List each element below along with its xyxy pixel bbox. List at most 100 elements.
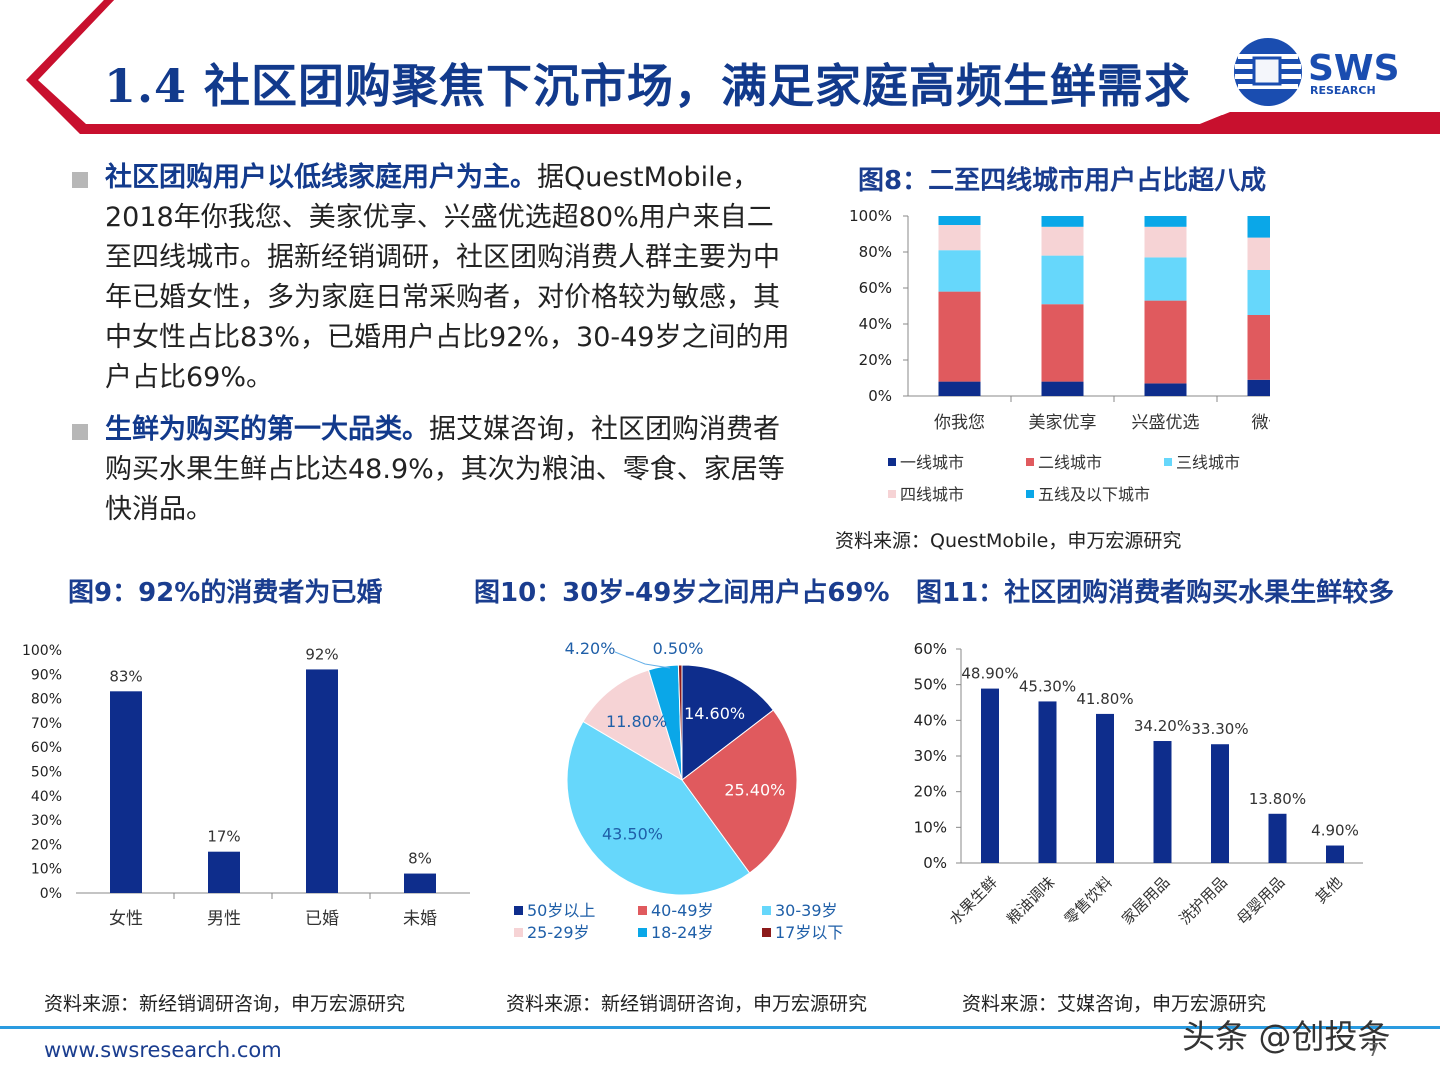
fig8-legend-label: 三线城市 — [1176, 453, 1240, 472]
fig11-category-label: 水果生鲜 — [946, 873, 1001, 928]
fig8-bar-segment — [1041, 381, 1084, 396]
sws-logo: SWS RESEARCH — [1232, 36, 1412, 108]
fig9-category-label: 男性 — [207, 909, 241, 929]
fig9-ytick: 90% — [31, 667, 62, 683]
fig8-ytick: 80% — [859, 243, 892, 261]
fig10-title: 图10：30岁-49岁之间用户占69% — [474, 578, 890, 608]
fig8-legend-label: 四线城市 — [900, 485, 964, 504]
fig11-ytick: 10% — [914, 818, 947, 836]
fig9-category-label: 女性 — [109, 909, 143, 929]
fig10-legend-swatch — [514, 928, 523, 937]
fig10-data-label: 14.60% — [684, 704, 745, 723]
fig9-bar — [404, 873, 436, 893]
fig10-legend-swatch — [638, 928, 647, 937]
fig11-data-label: 13.80% — [1249, 790, 1306, 808]
footer-url[interactable]: www.swsresearch.com — [44, 1038, 282, 1062]
bullet-body: 据QuestMobile，2018年你我您、美家优享、兴盛优选超80%用户来自二… — [105, 162, 790, 393]
fig10-legend-swatch — [514, 906, 523, 915]
fig8-bar-segment — [1041, 304, 1084, 382]
fig8-bar-segment — [938, 216, 981, 225]
fig9-bar — [306, 669, 338, 893]
fig11-category-label: 粮油调味 — [1003, 873, 1058, 928]
fig10-data-label: 43.50% — [602, 824, 663, 843]
fig9-ytick: 50% — [31, 765, 62, 781]
fig8-bar-segment — [1144, 216, 1187, 227]
fig8-bar-segment — [938, 250, 981, 292]
svg-text:RESEARCH: RESEARCH — [1310, 84, 1376, 97]
fig11-data-label: 41.80% — [1076, 690, 1133, 708]
svg-text:SWS: SWS — [1308, 48, 1400, 89]
fig8-bar-segment — [1041, 226, 1084, 256]
fig10-data-label: 0.50% — [653, 639, 704, 658]
fig11-category-label: 零售饮料 — [1061, 873, 1116, 928]
fig8-bar-segment — [1144, 257, 1187, 301]
fig10-pie-slice — [566, 720, 751, 896]
fig9-title: 图9：92%的消费者为已婚 — [68, 578, 383, 608]
fig8-legend-label: 五线及以下城市 — [1038, 485, 1150, 504]
fig11-data-label: 33.30% — [1191, 720, 1248, 738]
fig9-data-label: 83% — [109, 667, 142, 685]
bullet-body: 据艾媒咨询，社区团购消费者购买水果生鲜占比达48.9%，其次为粮油、零食、家居等… — [105, 414, 785, 525]
fig9-category-label: 未婚 — [403, 909, 437, 929]
fig10-pie-slice — [681, 709, 798, 874]
fig8-category-label: 美家优享 — [1029, 413, 1097, 433]
fig9-bar — [110, 691, 142, 893]
fig11-bar-chart: 0% 10% 20% 30% 40% 50% 60% 48.90% 水果生鲜 45.30% 粮油调味… — [914, 640, 1363, 928]
fig8-bar-segment — [1144, 226, 1187, 258]
fig11-title: 图11：社区团购消费者购买水果生鲜较多 — [916, 578, 1395, 608]
fig8-stacked-bar-chart: 0% 20% 40% 60% 80% 100% 你我您 美家优享 兴盛优选 微信一线城市 二线城市 三… — [849, 207, 1270, 504]
bullet-square — [72, 172, 88, 188]
fig8-bar-segment — [938, 381, 981, 396]
fig10-source: 资料来源：新经销调研咨询，申万宏源研究 — [506, 993, 868, 1015]
fig8-legend-swatch — [888, 458, 896, 466]
page-number: 7 — [1368, 1040, 1380, 1061]
bullet-square — [72, 424, 88, 440]
fig10-legend-swatch — [638, 906, 647, 915]
fig10-pie-slice — [582, 669, 683, 782]
fig9-data-label: 17% — [207, 828, 240, 846]
fig8-bar-segment — [1144, 383, 1187, 396]
fig9-bar — [208, 851, 240, 893]
fig11-ytick: 20% — [914, 783, 947, 801]
fig8-source: 资料来源：QuestMobile，申万宏源研究 — [835, 530, 1182, 552]
fig8-bar-segment — [1247, 216, 1270, 238]
fig11-ytick: 30% — [914, 747, 947, 765]
footer-divider — [0, 1026, 1440, 1029]
bullet-heading: 生鲜为购买的第一大品类。 — [105, 414, 429, 445]
fig10-legend-label: 25-29岁 — [527, 923, 590, 942]
fig11-bar — [1211, 744, 1229, 863]
fig10-legend-swatch — [762, 906, 771, 915]
fig8-ytick: 20% — [859, 351, 892, 369]
fig9-ytick: 40% — [31, 789, 62, 805]
fig9-ytick: 20% — [31, 837, 62, 853]
fig9-category-label: 已婚 — [305, 909, 339, 929]
fig8-legend-swatch — [1164, 458, 1172, 466]
fig11-category-label: 洗护用品 — [1176, 873, 1231, 928]
fig8-ytick: 100% — [849, 207, 892, 225]
fig10-legend-label: 30-39岁 — [775, 901, 838, 920]
fig8-category-label: 你我您 — [934, 413, 985, 433]
fig8-ytick: 0% — [868, 387, 892, 405]
fig9-ytick: 0% — [40, 886, 62, 902]
fig10-data-label: 25.40% — [724, 781, 785, 800]
fig8-title: 图8：二至四线城市用户占比超八成 — [858, 166, 1267, 196]
fig11-ytick: 40% — [914, 711, 947, 729]
fig9-ytick: 60% — [31, 740, 62, 756]
fig11-source: 资料来源：艾媒咨询，申万宏源研究 — [962, 993, 1267, 1015]
fig11-data-label: 4.90% — [1311, 822, 1359, 840]
fig9-bar-chart: 0% 10% 20% 30% 40% 50% 60% 70% 80% 90% 100% 83% 女性 17… — [22, 643, 470, 929]
fig11-bar — [981, 688, 999, 863]
fig10-data-label: 11.80% — [606, 712, 667, 731]
fig8-bar-segment — [1247, 270, 1270, 315]
fig10-legend-label: 18-24岁 — [651, 923, 714, 942]
fig8-bar-segment — [1041, 216, 1084, 227]
fig11-ytick: 60% — [914, 640, 947, 658]
fig11-ytick: 0% — [923, 854, 947, 872]
header-band — [26, 0, 1440, 134]
fig11-bar — [1096, 713, 1114, 863]
fig11-category-label: 家居用品 — [1118, 873, 1173, 928]
fig11-category-label: 母婴用品 — [1233, 873, 1288, 928]
fig8-ytick: 60% — [859, 279, 892, 297]
fig10-data-label: 4.20% — [565, 639, 616, 658]
fig10-legend-label: 40-49岁 — [651, 901, 714, 920]
